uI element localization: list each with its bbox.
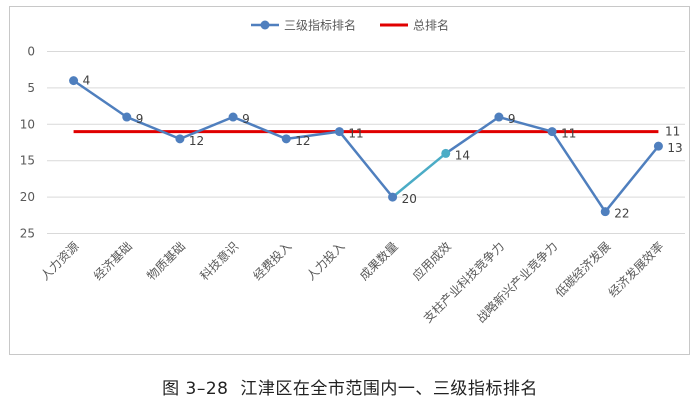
data-label: 11 <box>348 127 363 141</box>
data-label: 11 <box>561 127 576 141</box>
y-tick-label: 10 <box>20 117 35 131</box>
x-tick-label: 经费投入 <box>250 239 295 284</box>
data-point <box>175 134 185 144</box>
data-label: 9 <box>242 112 250 126</box>
data-point <box>334 127 344 137</box>
x-tick-label: 科技意识 <box>197 239 242 284</box>
series-third-level-rank-segment <box>444 115 501 155</box>
data-label: 13 <box>667 141 682 155</box>
data-point <box>122 112 132 122</box>
y-tick-label: 0 <box>27 45 35 59</box>
x-tick-label: 成果数量 <box>356 239 401 284</box>
data-point <box>388 192 398 202</box>
data-point <box>228 112 238 122</box>
series-third-level-rank-segment <box>125 115 182 141</box>
data-point <box>441 148 451 158</box>
x-tick-label: 经济基础 <box>90 239 135 284</box>
series-third-level-rank-segment <box>497 115 554 133</box>
data-point <box>547 127 557 137</box>
figure-number: 图 3–28 <box>162 379 229 399</box>
series-third-level-rank-segment <box>604 144 660 213</box>
series-third-level-rank-segment <box>178 115 235 141</box>
legend-label-third-level-rank: 三级指标排名 <box>284 18 356 33</box>
legend-label-total-rank: 总排名 <box>413 18 449 33</box>
x-tick-label: 低碳经济发展 <box>552 239 614 301</box>
chart-frame: 0 5 10 15 20 25 人力资源 经济基础 物质基础 科技意识 经费投入 人力投入 成果数量 应用… <box>9 6 690 355</box>
data-label: 14 <box>455 148 470 162</box>
data-label: 22 <box>614 207 629 221</box>
series-third-level-rank-segment <box>338 130 394 199</box>
data-point <box>281 134 291 144</box>
data-label: 4 <box>83 74 91 88</box>
data-label: 12 <box>295 134 310 148</box>
y-tick-label: 25 <box>20 227 35 241</box>
x-tick-label: 应用成效 <box>409 239 454 284</box>
x-tick-label: 人力投入 <box>303 239 348 284</box>
x-tick-label: 物质基础 <box>144 239 188 283</box>
total-rank-end-label: 11 <box>665 125 680 139</box>
y-tick-label: 20 <box>20 190 35 204</box>
data-point <box>600 207 610 217</box>
series-third-level-rank-segment <box>231 115 288 141</box>
legend-marker-third-level-rank <box>260 20 270 30</box>
series-third-level-rank-segment <box>391 152 447 199</box>
x-tick-label: 经济发展效率 <box>605 239 667 301</box>
y-tick-label: 5 <box>27 81 35 95</box>
series-third-level-rank-segment <box>72 79 128 119</box>
figure-caption: 图 3–28 江津区在全市范围内一、三级指标排名 <box>0 374 700 399</box>
data-label: 20 <box>402 192 417 206</box>
figure-title: 江津区在全市范围内一、三级指标排名 <box>240 379 538 399</box>
data-label: 9 <box>508 112 516 126</box>
data-label: 12 <box>189 134 204 148</box>
series-third-level-rank-segment <box>285 130 341 141</box>
data-point <box>653 141 663 151</box>
x-tick-label: 人力资源 <box>38 239 82 283</box>
data-label: 9 <box>136 112 144 126</box>
data-point <box>494 112 504 122</box>
y-tick-label: 15 <box>20 154 35 168</box>
data-point <box>69 76 79 86</box>
series-third-level-rank-segment <box>550 130 607 213</box>
